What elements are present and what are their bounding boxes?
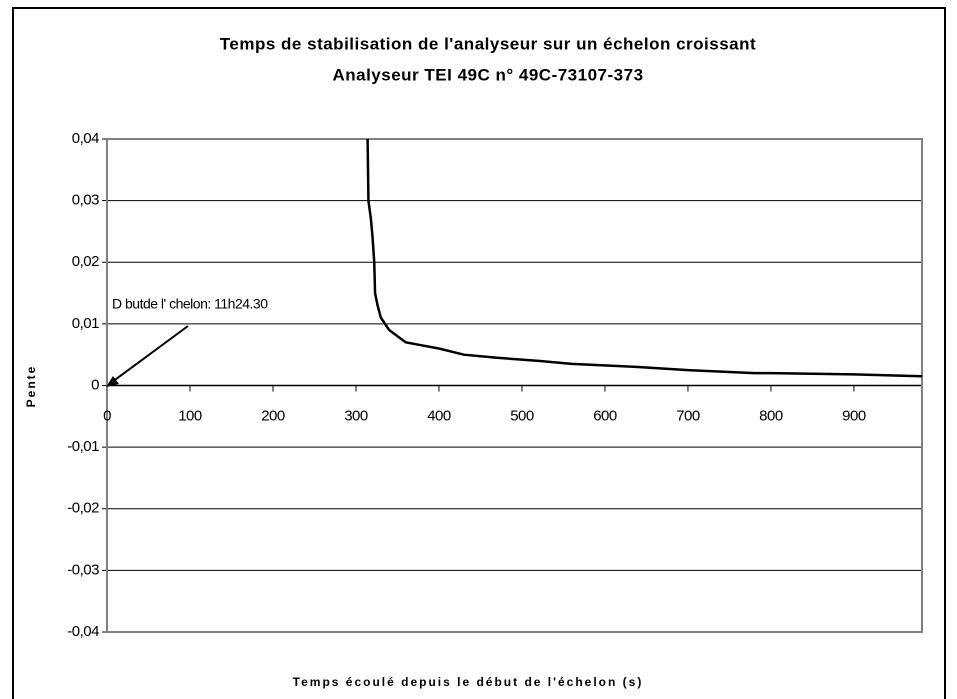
x-tick-label: 600: [593, 407, 617, 424]
y-tick-label: -0,03: [67, 561, 99, 578]
x-axis-label: Temps écoulé depuis le début de l'échelo…: [293, 675, 644, 689]
chart-subtitle: Analyseur TEI 49C n° 49C-73107-373: [332, 65, 643, 84]
x-tick-label: 200: [261, 407, 285, 424]
x-tick-label: 800: [759, 407, 783, 424]
x-tick-label: 500: [510, 407, 534, 424]
y-tick-label: 0,01: [72, 315, 99, 332]
x-tick-label: 900: [842, 407, 866, 424]
y-tick-label: 0,03: [72, 192, 99, 209]
x-tick-label: 400: [427, 407, 451, 424]
x-tick-label: 100: [178, 407, 202, 424]
y-tick-label: -0,04: [67, 623, 99, 640]
chart-border: [12, 7, 946, 699]
y-tick-label: 0: [91, 376, 99, 393]
marks: [366, 138, 923, 378]
y-tick-label: 0,02: [72, 253, 99, 270]
arrow-head: [106, 376, 119, 387]
x-tick-label: 700: [676, 407, 700, 424]
y-axis-label: Pente: [24, 365, 38, 408]
y-tick-label: 0,04: [72, 130, 99, 147]
y-tick-label: -0,01: [67, 438, 99, 455]
chart-title: Temps de stabilisation de l'analyseur su…: [220, 34, 756, 53]
annotation-arrow: [111, 325, 189, 383]
data-line: [366, 138, 923, 378]
x-tick-label: 300: [344, 407, 368, 424]
annotation: D butde l' chelon: 11h24.30: [112, 296, 268, 312]
y-tick-label: -0,02: [67, 500, 99, 517]
x-tick-label: 0: [103, 407, 111, 424]
grid: [102, 138, 922, 633]
